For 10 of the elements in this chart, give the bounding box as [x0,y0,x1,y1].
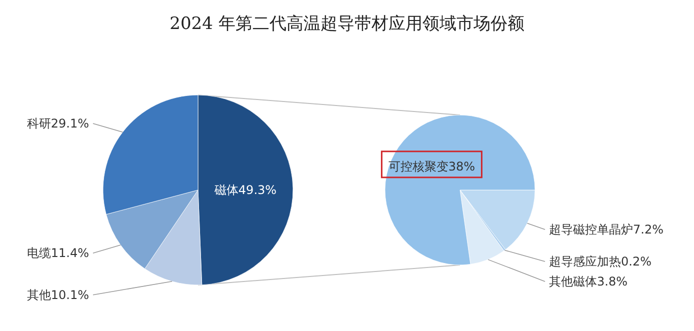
pie-slice [384,114,536,266]
slice-label: 其他10.1% [26,288,89,302]
text: 2024 年第二代高温超导带材应用领域市场份额 [168,13,526,35]
slice-label: 其他磁体3.8% [549,274,628,288]
slice-label: 科研29.1% [26,116,89,131]
slice-label: 电缆11.4% [26,246,89,260]
slice-label: 超导感应加热0.2% [549,254,652,268]
slice-label: 可控核聚变38% [388,159,476,174]
slice-label: 磁体49.3% [213,183,277,198]
slice-label: 超导磁控单晶炉7.2% [549,222,664,236]
